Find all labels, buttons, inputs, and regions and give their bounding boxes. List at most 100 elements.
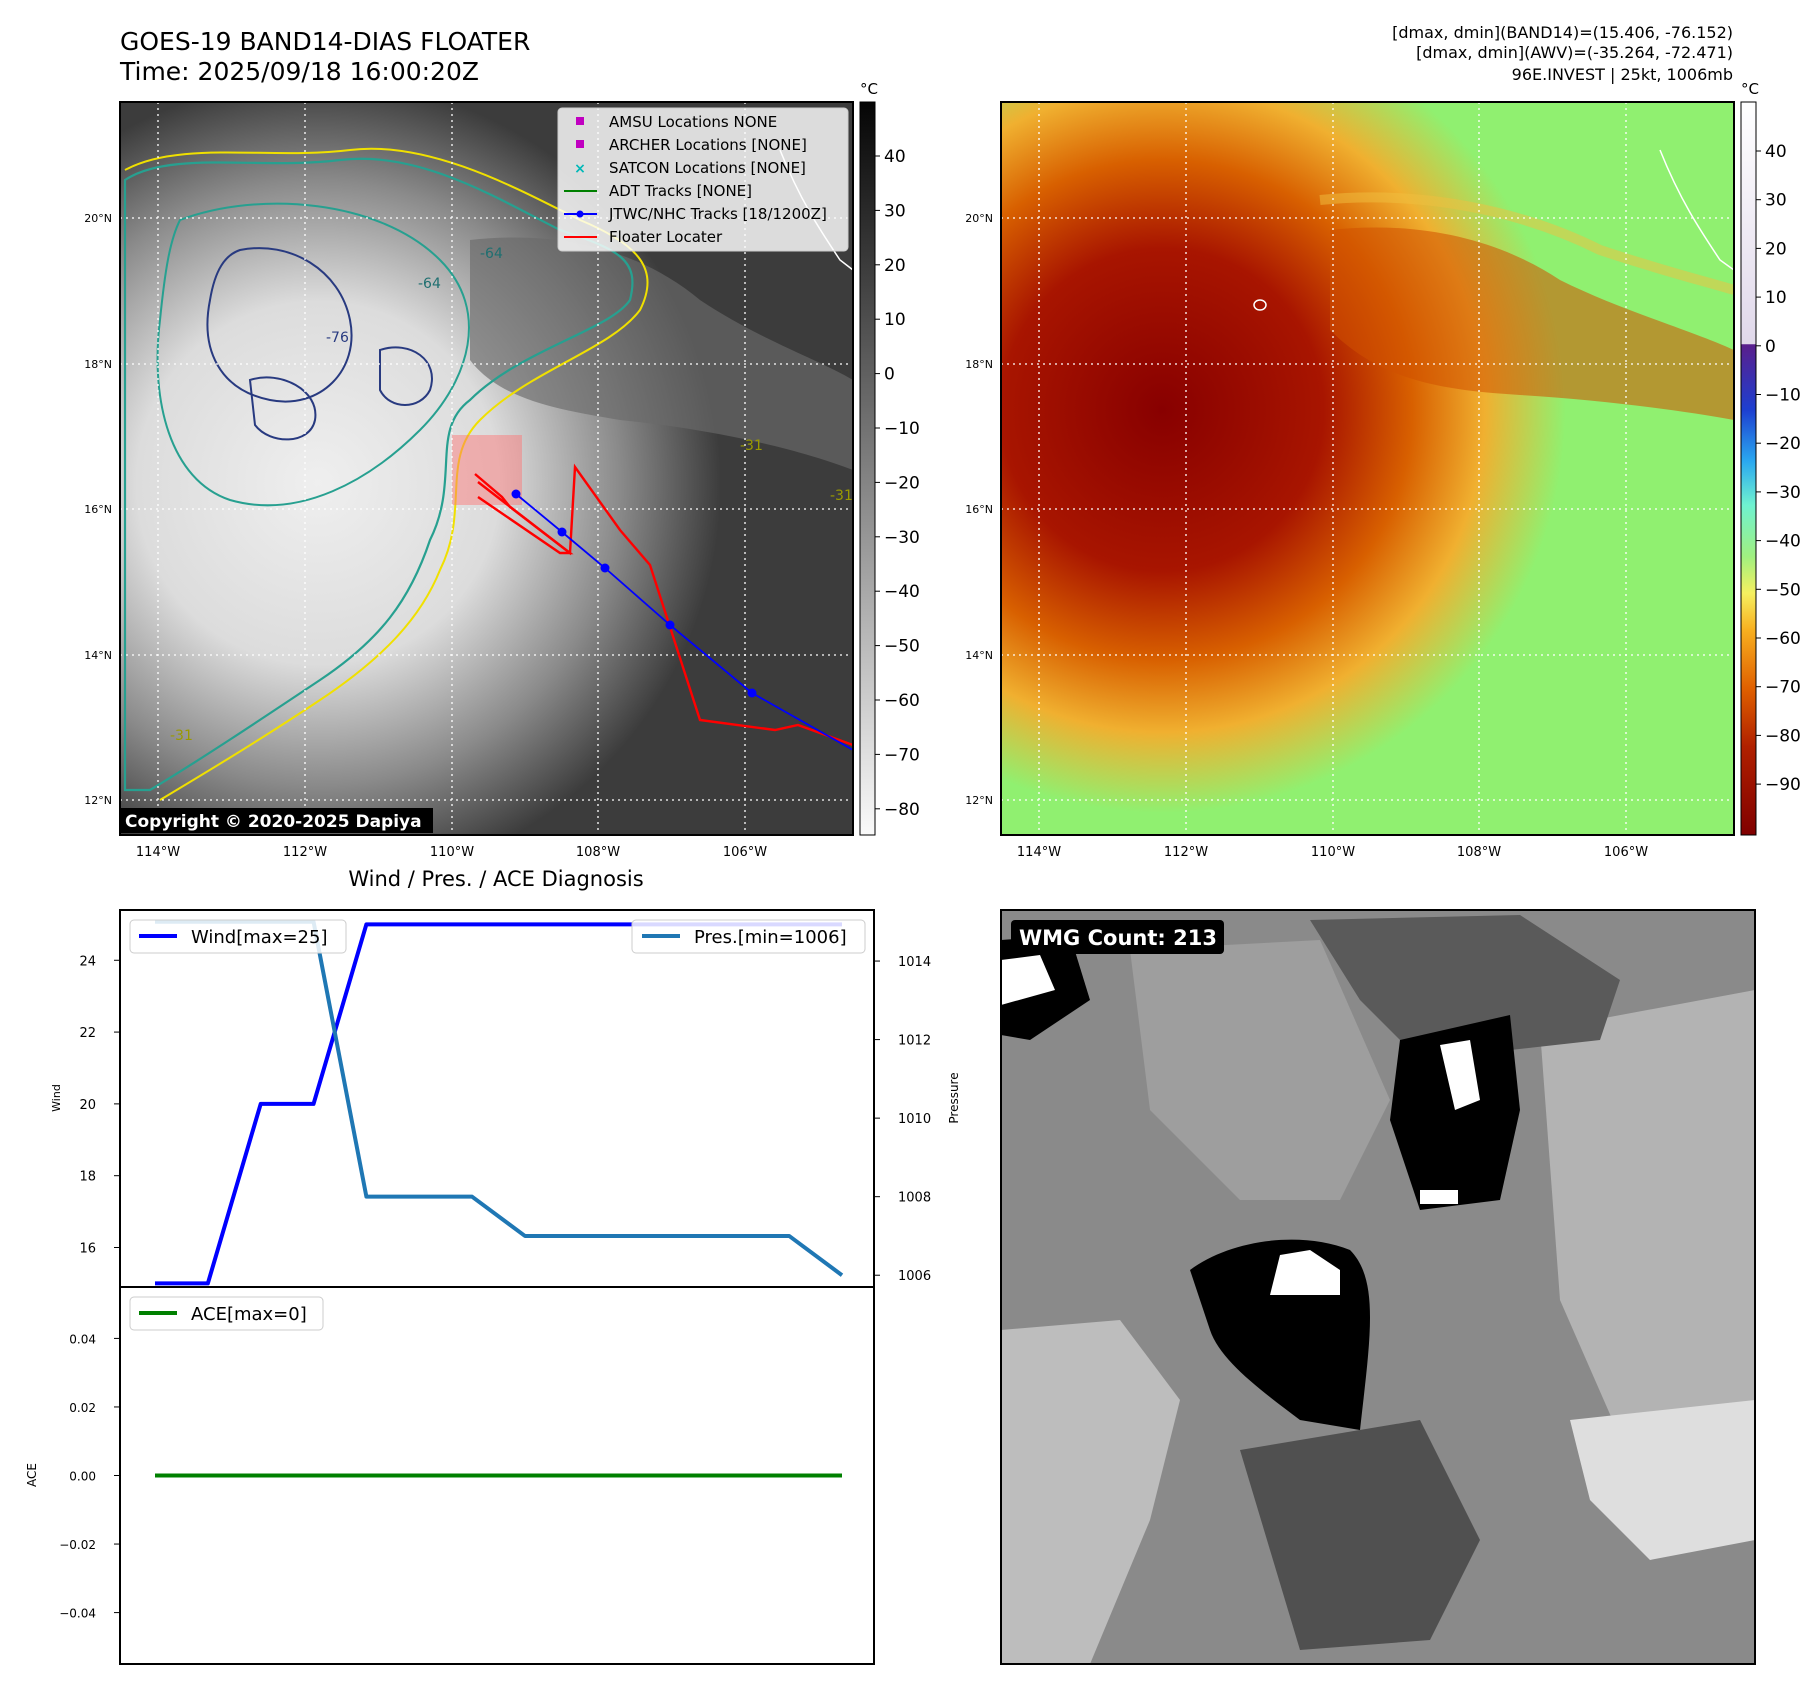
pressure-ytick-label: 1010	[898, 1112, 931, 1127]
ir-map-axis-labels: 114°W 112°W 110°W 108°W 106°W 20°N 18°N 16°N 14°…	[84, 212, 767, 860]
lat-tick-label: 16°N	[84, 503, 112, 516]
coastline-right	[1659, 149, 1734, 271]
legend-label: AMSU Locations NONE	[609, 113, 777, 131]
lat-tick-label: 14°N	[965, 649, 993, 662]
contour-navy-2	[379, 346, 433, 406]
lon-tick-label: 114°W	[1017, 845, 1061, 860]
colorbar-tick-label: 30	[884, 201, 906, 221]
contour-label-2: -64	[418, 276, 441, 292]
legend-label: JTWC/NHC Tracks [18/1200Z]	[608, 205, 827, 223]
lon-tick-label: 112°W	[1164, 845, 1208, 860]
legend-marker-x: ×	[574, 161, 586, 177]
warm-spot	[1253, 299, 1267, 311]
wmg-region-dark-north	[1310, 915, 1620, 1060]
track-point	[600, 563, 610, 573]
contour-navy-3	[248, 376, 317, 441]
lon-tick-label: 110°W	[1311, 845, 1355, 860]
wmg-label: WMG Count: 213	[1019, 926, 1217, 950]
colorbar-tick-label: −40	[884, 582, 920, 602]
contour-navy	[206, 247, 353, 403]
legend-marker-square	[576, 117, 584, 125]
info-line-3: 96E.INVEST | 25kt, 1006mb	[1512, 65, 1733, 84]
wind-legend-box	[129, 919, 347, 954]
colorbar-tick-label: 10	[1765, 288, 1787, 308]
awv-map-frame	[1000, 101, 1735, 836]
hot-band-east-edge	[1319, 192, 1734, 295]
title-line-1: GOES-19 BAND14-DIAS FLOATER	[120, 27, 530, 56]
lon-tick-label: 106°W	[723, 845, 767, 860]
contour-label-3: -76	[326, 330, 349, 346]
diagnosis-title: Wind / Pres. / ACE Diagnosis	[348, 867, 643, 891]
ace-ytick-label: 0.04	[69, 1332, 96, 1346]
lon-tick-label: 108°W	[1457, 845, 1501, 860]
map-gridlines-right	[1001, 102, 1734, 835]
track-point	[747, 688, 757, 698]
colorbar-left-bar	[859, 101, 876, 836]
ace-ylabel: ACE	[25, 1463, 39, 1487]
wind-ytick-label: 20	[79, 1098, 96, 1113]
map-legend: AMSU Locations NONE ARCHER Locations [NON…	[557, 107, 849, 252]
wind-legend-label: Wind[max=25]	[191, 927, 328, 948]
ace-ytick-label: −0.02	[59, 1538, 96, 1552]
colorbar-tick-label: 0	[884, 365, 895, 385]
wmg-white-nw	[1001, 955, 1055, 1005]
map-gridlines	[120, 102, 853, 835]
colorbar-right: °C 40 30 20 10 0 −10 −20 −30 −40 −50 −60 −70 −80 −90	[1740, 80, 1801, 836]
lon-tick-label: 108°W	[576, 845, 620, 860]
jtwc-track-line	[515, 493, 853, 751]
wmg-black-north	[1390, 1015, 1520, 1210]
cloud-band-east	[470, 237, 853, 470]
jtwc-track-points	[511, 489, 757, 698]
pressure-ytick-label: 1006	[898, 1269, 931, 1284]
colorbar-tick-label: −10	[1765, 386, 1801, 406]
info-line-1: [dmax, dmin](BAND14)=(15.406, -76.152)	[1392, 23, 1733, 42]
colorbar-tick-label: 20	[884, 256, 906, 276]
lat-tick-label: 18°N	[84, 358, 112, 371]
wmg-frame	[1000, 909, 1756, 1665]
contour-teal-outer	[123, 157, 634, 792]
colorbar-tick-label: 40	[1765, 142, 1787, 162]
map-legend-box	[557, 107, 849, 252]
colorbar-tick-label: −40	[1765, 532, 1801, 552]
colorbar-tick-label: −10	[884, 419, 920, 439]
copyright-bg	[120, 808, 433, 833]
lat-tick-label: 12°N	[84, 794, 112, 807]
lat-tick-label: 14°N	[84, 649, 112, 662]
track-point	[557, 527, 567, 537]
colorbar-tick-label: 40	[884, 147, 906, 167]
lat-tick-label: 16°N	[965, 503, 993, 516]
wmg-panel	[1001, 910, 1755, 1664]
ace-chart: 0.04 0.02 0.00 −0.02 −0.04 ACE ACE[max=0]	[25, 1296, 842, 1621]
colorbar-left: °C 40 30 20 10 0 −10 −20 −30 −40 −50 −60 −70 −80	[859, 80, 920, 836]
ace-ytick-label: 0.00	[69, 1470, 96, 1484]
wind-ytick-label: 18	[79, 1170, 96, 1185]
legend-marker-square	[576, 140, 584, 148]
pressure-series-line	[155, 919, 844, 1277]
lon-tick-label: 110°W	[430, 845, 474, 860]
colorbar-tick-label: 10	[884, 310, 906, 330]
wmg-region-light-west	[1001, 1320, 1180, 1664]
wmg-region-dark-south	[1240, 1420, 1480, 1650]
wind-ytick-label: 22	[79, 1026, 96, 1041]
colorbar-left-ticks: 40 30 20 10 0 −10 −20 −30 −40 −50 −60 −70 −80	[875, 147, 920, 820]
colorbar-tick-label: −80	[884, 800, 920, 820]
colorbar-left-unit: °C	[860, 80, 878, 98]
lat-tick-label: 20°N	[84, 212, 112, 225]
lat-tick-label: 20°N	[965, 212, 993, 225]
colorbar-right-bar	[1740, 101, 1757, 836]
wind-ytick-label: 16	[79, 1242, 96, 1257]
floater-locator-box	[452, 435, 522, 505]
wmg-region-light-east	[1540, 990, 1755, 1460]
wmg-region-bright-se	[1570, 1400, 1755, 1560]
wmg-region-mid	[1130, 940, 1390, 1200]
colorbar-tick-label: −20	[1765, 434, 1801, 454]
wmg-white-core	[1270, 1250, 1340, 1295]
colorbar-tick-label: −60	[884, 691, 920, 711]
pressure-ytick-label: 1008	[898, 1191, 931, 1206]
title-line-2: Time: 2025/09/18 16:00:20Z	[119, 57, 479, 86]
contour-label-4: -31	[170, 728, 193, 744]
contour-label-1: -64	[480, 246, 503, 262]
legend-label: ARCHER Locations [NONE]	[609, 136, 807, 154]
colorbar-right-ticks: 40 30 20 10 0 −10 −20 −30 −40 −50 −60 −70 −80 −90	[1756, 142, 1801, 795]
hot-band-east	[1330, 227, 1734, 420]
